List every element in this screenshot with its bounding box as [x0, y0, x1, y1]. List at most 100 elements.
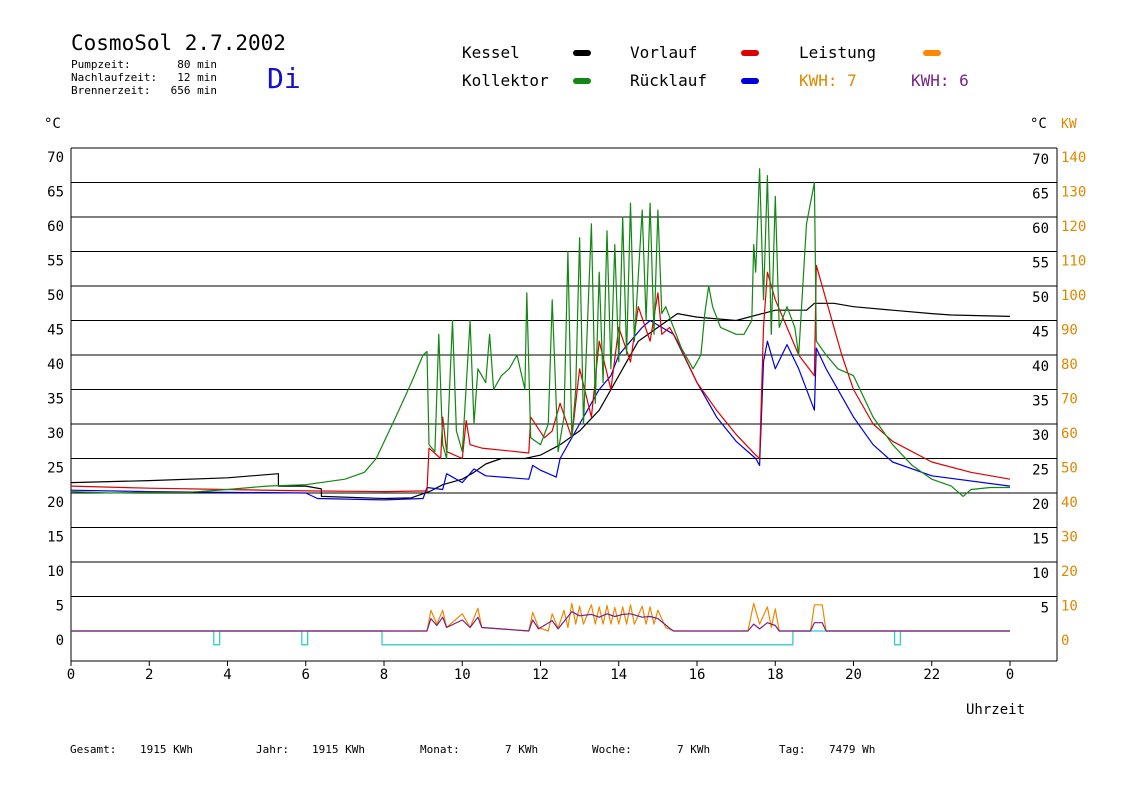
series-line-leistung	[71, 602, 1010, 632]
y-tick-label-right: 25	[1032, 463, 1049, 479]
x-tick-label: 14	[610, 667, 627, 683]
y-tick-label-right: 15	[1032, 532, 1049, 548]
y-tick-label-left: 25	[47, 461, 64, 477]
y-tick-label-power: 140	[1061, 150, 1086, 166]
grid	[70, 147, 1058, 662]
footer-monat-label: Monat:	[420, 743, 460, 756]
footer-gesamt-label: Gesamt:	[70, 743, 116, 756]
header-stats: Pumpzeit: 80 min Nachlaufzeit: 12 min Br…	[71, 58, 217, 97]
y-tick-label-power: 70	[1061, 392, 1078, 408]
y-axis-right-unit: °C	[1030, 116, 1047, 132]
y-tick-label-power: 20	[1061, 564, 1078, 580]
y-tick-label-power: 40	[1061, 495, 1078, 511]
footer-woche-value: 7 KWh	[677, 743, 710, 756]
y-tick-label-left: 10	[47, 564, 64, 580]
y-tick-label-right: 70	[1032, 152, 1049, 168]
stat-brennerzeit-value: 656 min	[171, 84, 217, 97]
x-tick-label: 4	[223, 667, 231, 683]
y-tick-label-left: 15	[47, 530, 64, 546]
stat-nachlaufzeit-label: Nachlaufzeit:	[71, 71, 157, 84]
y-tick-label-right: 65	[1032, 187, 1049, 203]
series-line-kollektor	[70, 168, 1010, 497]
y-tick-label-power: 10	[1061, 599, 1078, 615]
x-tick-label: 2	[145, 667, 153, 683]
y-tick-label-left: 0	[56, 633, 64, 649]
y-tick-label-power: 30	[1061, 530, 1078, 546]
x-tick-label: 12	[532, 667, 549, 683]
chart-title: CosmoSol 2.7.2002	[71, 31, 286, 55]
y-tick-label-left: 65	[47, 185, 64, 201]
stat-brennerzeit-label: Brennerzeit:	[71, 84, 150, 97]
stat-nachlaufzeit-value: 12 min	[177, 71, 217, 84]
y-tick-label-power: 60	[1061, 426, 1078, 442]
y-tick-label-left: 50	[47, 288, 64, 304]
stat-pumpzeit-label: Pumpzeit:	[71, 58, 131, 71]
series-line-kessel	[70, 302, 1011, 500]
y-tick-label-right: 5	[1041, 601, 1049, 617]
footer-jahr-label: Jahr:	[256, 743, 289, 756]
y-tick-label-left: 30	[47, 426, 64, 442]
day-label: Di	[267, 62, 301, 95]
y-tick-label-left: 35	[47, 392, 64, 408]
x-tick-label: 8	[380, 667, 388, 683]
x-tick-label: 16	[689, 667, 706, 683]
y-tick-label-left: 70	[47, 150, 64, 166]
footer-jahr-value: 1915 KWh	[312, 743, 365, 756]
y-tick-label-right: 35	[1032, 394, 1049, 410]
x-tick-label: 18	[767, 667, 784, 683]
series-line-vorlauf	[70, 264, 1011, 493]
y-tick-label-left: 5	[56, 599, 64, 615]
y-tick-label-power: 100	[1061, 288, 1086, 304]
y-tick-label-left: 60	[47, 219, 64, 235]
y-tick-label-power: 0	[1061, 633, 1069, 649]
y-tick-label-right: 55	[1032, 256, 1049, 272]
y-tick-label-left: 20	[47, 495, 64, 511]
y-tick-label-right: 10	[1032, 566, 1049, 582]
stat-pumpzeit-value: 80 min	[177, 58, 217, 71]
x-tick-label: 6	[302, 667, 310, 683]
tick-labels: 0 2 4 6 8 10 12 14 16 18 20 22 005101520253035404550…	[47, 150, 1086, 683]
y-tick-label-power: 90	[1061, 323, 1078, 339]
y-tick-label-right: 40	[1032, 359, 1049, 375]
y-tick-label-right: 60	[1032, 221, 1049, 237]
x-tick-label: 0	[67, 667, 75, 683]
x-tick-label: 22	[923, 667, 940, 683]
footer-stats: Gesamt: 1915 KWh Jahr: 1915 KWh Monat: 7…	[70, 743, 875, 756]
footer-monat-value: 7 KWh	[505, 743, 538, 756]
kwh-leistung: KWH: 7	[799, 71, 857, 90]
footer-gesamt-value: 1915 KWh	[140, 743, 193, 756]
y-tick-label-left: 40	[47, 357, 64, 373]
legend-label-kessel: Kessel	[462, 43, 520, 62]
x-tick-label: 20	[845, 667, 862, 683]
kwh-brenner: KWH: 6	[911, 71, 969, 90]
footer-tag-value: 7479 Wh	[829, 743, 875, 756]
y-tick-label-power: 110	[1061, 254, 1086, 270]
series-lines	[70, 168, 1011, 646]
series-line-ruecklauf	[70, 319, 1011, 501]
y-axis-power-unit: KW	[1061, 117, 1077, 132]
x-tick-label: 0	[1006, 667, 1014, 683]
y-tick-label-right: 20	[1032, 497, 1049, 513]
y-tick-label-power: 130	[1061, 185, 1086, 201]
y-tick-label-power: 120	[1061, 219, 1086, 235]
legend-label-vorlauf: Vorlauf	[630, 43, 697, 62]
y-axis-left-unit: °C	[44, 116, 61, 132]
series-line-brenner	[71, 611, 1010, 632]
x-tick-label: 10	[454, 667, 471, 683]
footer-woche-label: Woche:	[592, 743, 632, 756]
y-tick-label-right: 45	[1032, 325, 1049, 341]
series-line-pumpe	[71, 630, 1010, 646]
y-tick-label-left: 45	[47, 323, 64, 339]
legend: Kessel Vorlauf Leistung Kollektor Rückla…	[462, 43, 969, 90]
y-tick-label-right: 30	[1032, 428, 1049, 444]
x-axis-label: Uhrzeit	[966, 702, 1025, 718]
footer-tag-label: Tag:	[779, 743, 806, 756]
legend-label-leistung: Leistung	[799, 43, 876, 62]
y-tick-label-left: 55	[47, 254, 64, 270]
legend-label-kollektor: Kollektor	[462, 71, 549, 90]
y-tick-label-power: 50	[1061, 461, 1078, 477]
y-tick-label-right: 50	[1032, 290, 1049, 306]
y-tick-label-power: 80	[1061, 357, 1078, 373]
legend-label-ruecklauf: Rücklauf	[630, 71, 707, 90]
